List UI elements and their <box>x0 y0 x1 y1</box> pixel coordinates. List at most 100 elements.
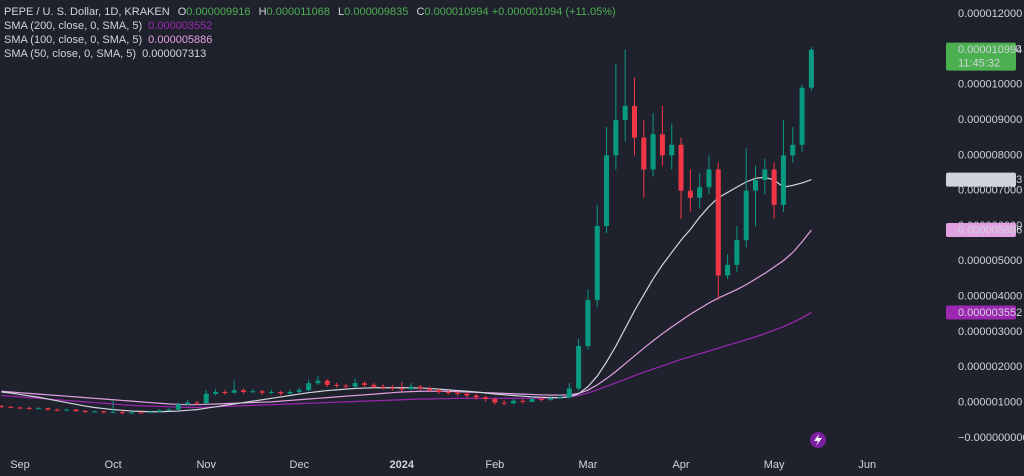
candle-body <box>268 391 274 393</box>
candle-body <box>715 169 721 276</box>
candle-body <box>287 391 293 394</box>
candle-body <box>622 105 628 121</box>
candle-body <box>101 411 107 413</box>
candle-body <box>520 400 526 402</box>
y-tick-label: 0.000004000 <box>958 291 1022 303</box>
candle-body <box>92 411 97 413</box>
candle-body <box>483 397 489 400</box>
candle-body <box>45 408 51 410</box>
candle-body <box>771 169 777 205</box>
candle-body <box>473 395 479 398</box>
candle-body <box>576 346 582 389</box>
symbol-row: PEPE / U. S. Dollar, 1D, KRAKEN O0.00000… <box>4 5 616 19</box>
candle-body <box>399 388 405 390</box>
candle-body <box>389 387 395 389</box>
plot-area: −0.000000000 0.000001000 0.000002000 0.0000… <box>0 8 1024 471</box>
candle-body <box>82 411 88 413</box>
candle-body <box>799 87 805 145</box>
candle-body <box>641 137 647 170</box>
x-tick-label: Dec <box>290 459 310 471</box>
candle-body <box>427 388 433 391</box>
candle-body <box>213 391 219 394</box>
sma-line <box>1 176 812 413</box>
candle-body <box>659 134 665 156</box>
y-tick-label: 0.000001000 <box>958 396 1022 408</box>
ohlc-key: C <box>416 6 425 18</box>
candle-body <box>743 190 749 241</box>
candle-body <box>548 398 554 400</box>
ohlc-value: 0.000011068 <box>266 6 330 18</box>
candle-body <box>380 386 386 388</box>
candle-body <box>501 402 507 404</box>
x-tick-label: May <box>764 459 785 471</box>
candle-body <box>594 226 600 301</box>
y-tick-label: 0.000010000 <box>958 79 1022 91</box>
y-tick-label: 0.000002000 <box>958 361 1022 373</box>
candle-body <box>408 386 414 390</box>
ohlc-key: H <box>258 6 267 18</box>
candle-body <box>780 155 786 205</box>
candle-body <box>296 390 302 392</box>
candle-body <box>175 404 181 410</box>
candle-body <box>231 390 237 393</box>
candle-body <box>157 410 163 412</box>
price-tag-label: 0.000005886 <box>958 224 1022 236</box>
y-tick-label: 0.000007000 <box>958 185 1022 197</box>
price-tag-label: 0.000003552 <box>958 307 1022 319</box>
price-tag <box>946 305 1016 320</box>
ohlc-value: 0.000009916 <box>186 6 251 18</box>
candle-body <box>166 409 172 411</box>
price-tag <box>946 172 1016 187</box>
candle-body <box>706 169 712 188</box>
indicator-name: SMA (50, close, 0, SMA, 5) <box>4 48 137 60</box>
candle-body <box>538 399 544 401</box>
ohlc-key: O <box>177 6 187 18</box>
candle-body <box>73 409 79 412</box>
candle-body <box>194 402 200 404</box>
candle-body <box>753 180 759 191</box>
x-tick-label: Jun <box>858 459 876 471</box>
y-tick-label: 0.000008000 <box>958 149 1022 161</box>
candle-body <box>259 391 265 393</box>
ohlc-key: L <box>338 6 345 18</box>
sma-line <box>1 229 812 406</box>
candle-body <box>650 134 656 170</box>
candle-body <box>557 397 563 399</box>
price-tag-label: 0.000007313 <box>958 174 1022 186</box>
candle-body <box>808 49 814 88</box>
indicator-value: 0.000005886 <box>148 34 213 46</box>
candle-body <box>26 407 32 409</box>
candle-body <box>36 408 42 410</box>
candle-body <box>138 412 144 414</box>
candle-body <box>436 390 442 392</box>
x-tick-label: Sep <box>10 459 30 471</box>
candle-body <box>631 105 637 138</box>
x-tick-label: Feb <box>485 459 504 471</box>
candle-body <box>566 388 572 398</box>
indicator-row: SMA (200, close, 0, SMA, 5) 0.000003552 <box>4 19 616 33</box>
candle-body <box>678 144 684 191</box>
candle-body <box>445 391 451 393</box>
candle-body <box>604 155 610 226</box>
candle-body <box>185 402 191 405</box>
candle-body <box>734 240 740 265</box>
x-tick-label: Apr <box>672 459 689 471</box>
candle-body <box>64 409 70 411</box>
candle-body <box>613 120 619 156</box>
x-tick-label: Nov <box>196 459 216 471</box>
candle-body <box>371 384 377 387</box>
candle-body <box>352 383 358 387</box>
price-tag <box>946 223 1016 238</box>
candle-body <box>510 400 516 404</box>
x-tick-label: Oct <box>105 459 122 471</box>
y-tick-label: −0.000000000 <box>958 432 1024 444</box>
candle-body <box>464 393 470 396</box>
countdown: 11:45:32 <box>958 58 1000 70</box>
candle-body <box>492 399 498 403</box>
candle-body <box>334 384 340 386</box>
indicator-name: SMA (200, close, 0, SMA, 5) <box>4 20 143 32</box>
candle-body <box>324 380 330 385</box>
candle-body <box>240 390 246 392</box>
x-tick-label: Mar <box>578 459 597 471</box>
